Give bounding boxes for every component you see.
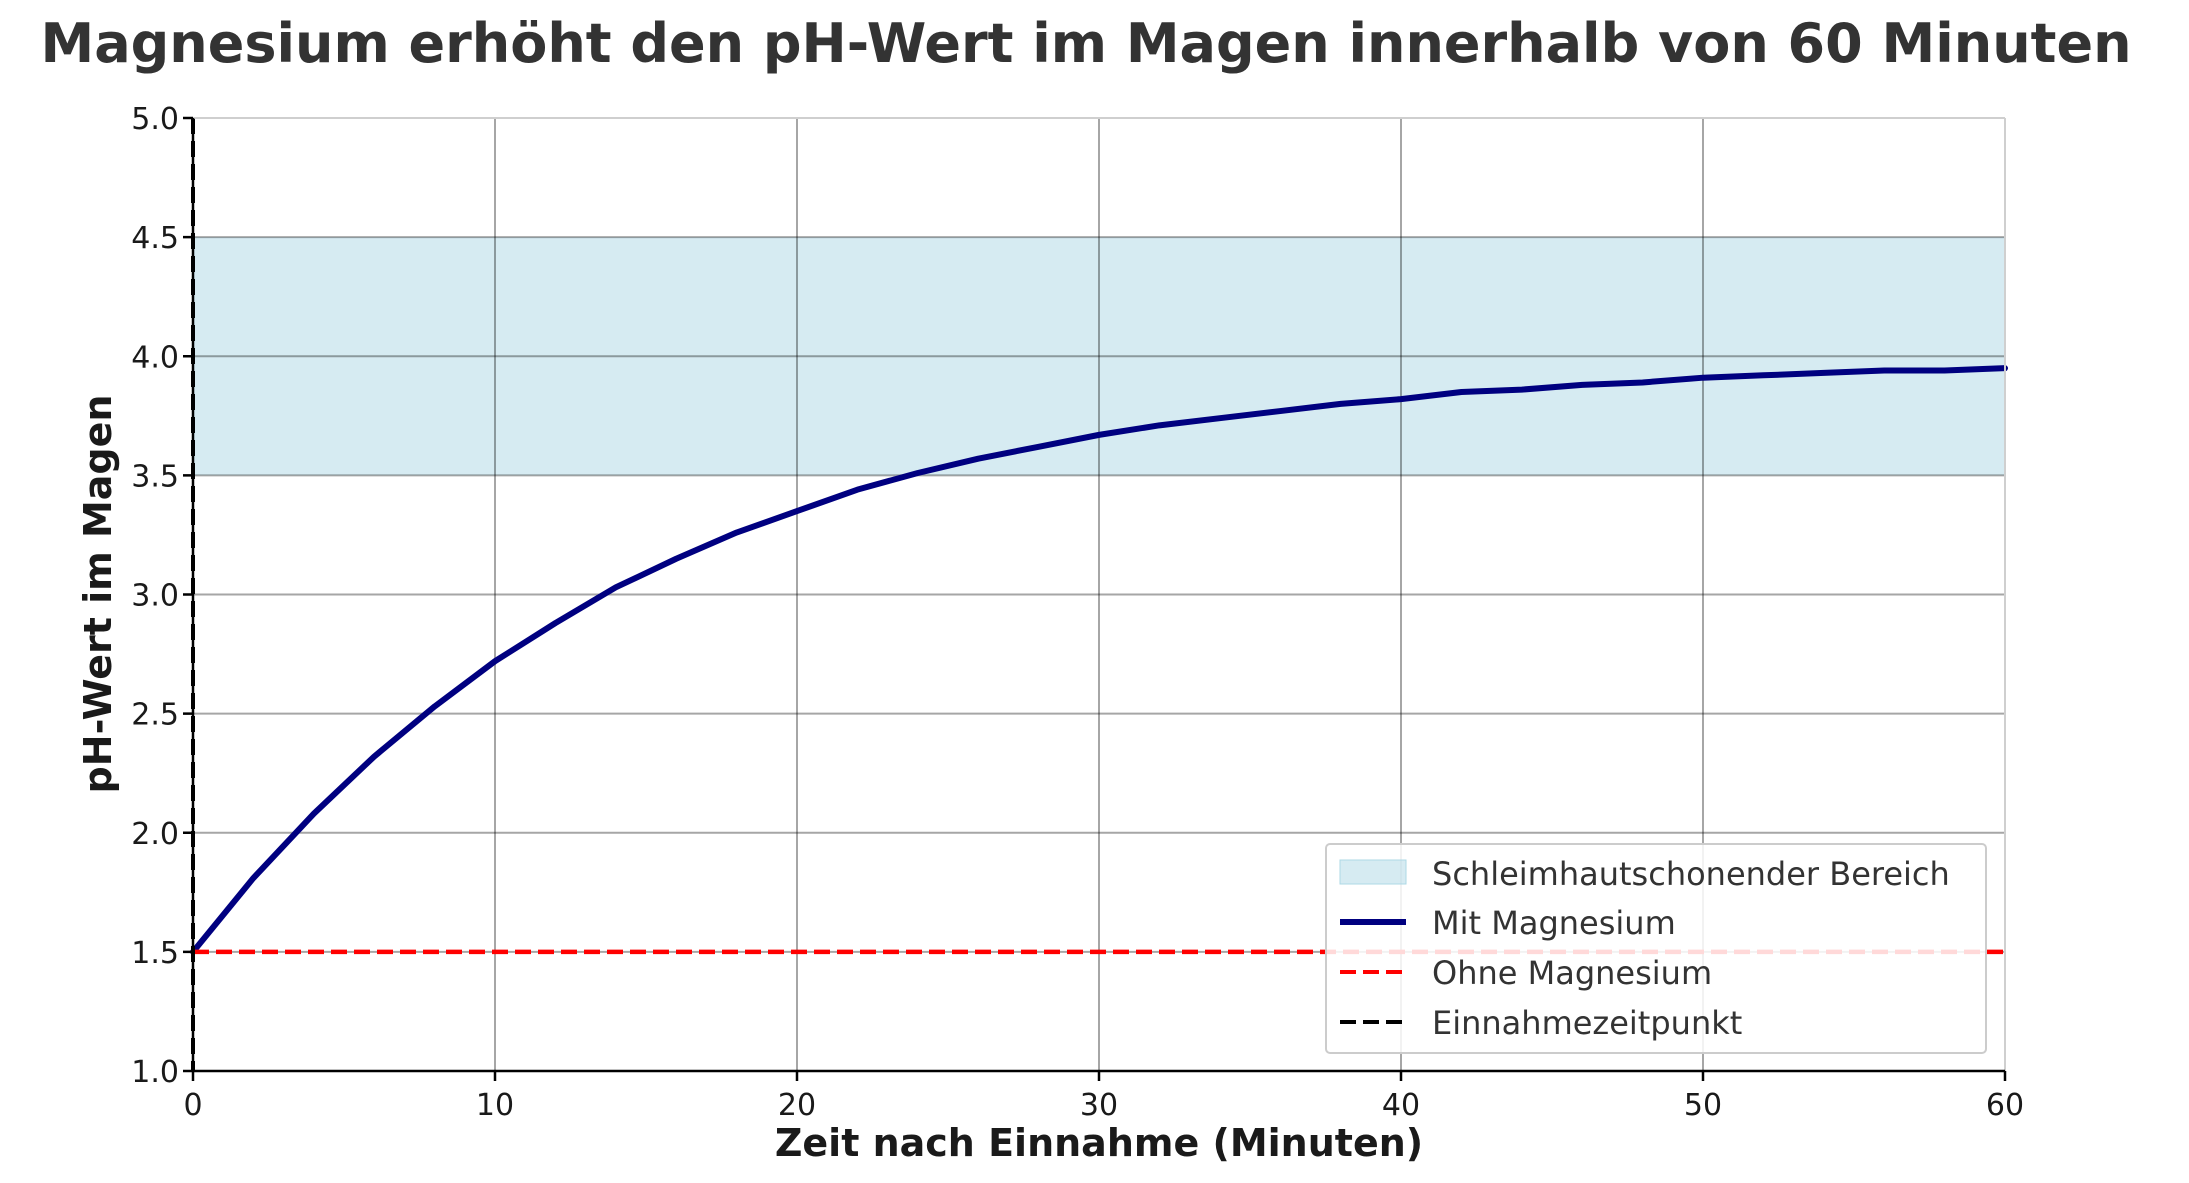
- y-tick-layer: 1.0 1.5 2.0 2.5 3.0 3.5 4.0 4.5 5.0: [131, 102, 193, 1090]
- x-tick-label-5: 50: [1684, 1088, 1722, 1123]
- y-tick-label-7: 4.5: [131, 221, 179, 256]
- y-tick-label-0: 1.0: [131, 1055, 179, 1090]
- legend-label-band: Schleimhautschonender Bereich: [1432, 855, 1950, 893]
- x-tick-label-2: 20: [778, 1088, 816, 1123]
- legend-swatch-band: [1339, 859, 1407, 885]
- legend-label-ohne-magnesium: Ohne Magnesium: [1432, 954, 1712, 992]
- y-axis-label: pH-Wert im Magen: [76, 395, 120, 794]
- legend-frame: [1325, 843, 1987, 1054]
- y-tick-label-3: 2.5: [131, 698, 179, 733]
- y-tick-label-8: 5.0: [131, 102, 179, 137]
- chart-title: Magnesium erhöht den pH-Wert im Magen in…: [40, 12, 2131, 75]
- x-tick-label-4: 40: [1382, 1088, 1420, 1123]
- x-tick-label-1: 10: [476, 1088, 514, 1123]
- x-tick-label-6: 60: [1986, 1088, 2024, 1123]
- series-line-mit-magnesium: [190, 365, 2008, 955]
- x-tick-layer: 0 10 20 30 40 50 60: [183, 1071, 2024, 1123]
- x-axis-label: Zeit nach Einnahme (Minuten): [775, 1121, 1423, 1165]
- x-tick-label-0: 0: [183, 1088, 202, 1123]
- y-tick-label-4: 3.0: [131, 579, 179, 614]
- y-tick-label-2: 2.0: [131, 817, 179, 852]
- legend: Schleimhautschonender Bereich Mit Magnes…: [1325, 843, 1987, 1054]
- legend-label-einnahmezeitpunkt: Einnahmezeitpunkt: [1432, 1004, 1742, 1042]
- legend-label-mit-magnesium: Mit Magnesium: [1432, 904, 1676, 942]
- y-tick-label-6: 4.0: [131, 340, 179, 375]
- x-tick-label-3: 30: [1080, 1088, 1118, 1123]
- y-tick-label-5: 3.5: [131, 459, 179, 494]
- y-tick-label-1: 1.5: [131, 936, 179, 971]
